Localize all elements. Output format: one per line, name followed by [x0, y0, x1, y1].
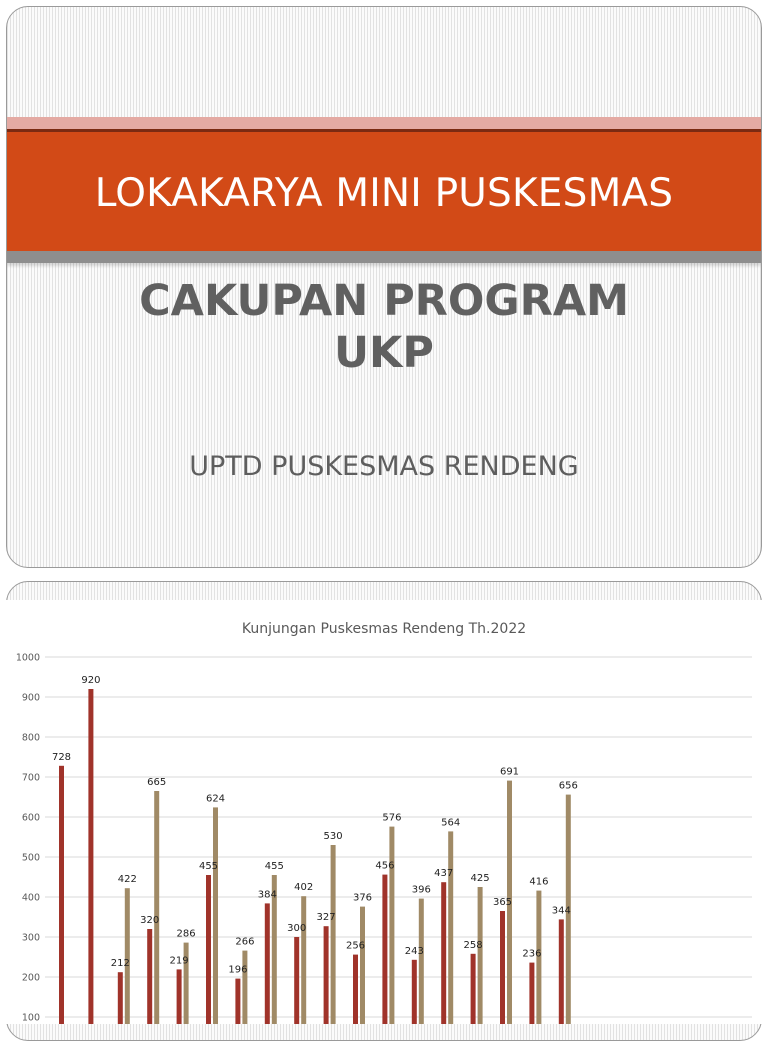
data-label: 665: [147, 777, 166, 788]
chart-panel: Kunjungan Puskesmas Rendeng Th.2022 100 2…: [2, 600, 766, 1024]
y-tick-label: 600: [22, 813, 40, 824]
bar: [411, 959, 417, 1024]
bar: [147, 929, 153, 1024]
bar: [176, 969, 182, 1024]
bar: [418, 898, 424, 1024]
gridlines: [45, 656, 752, 1018]
data-label: 243: [405, 946, 424, 957]
data-label: 691: [500, 767, 519, 778]
bar: [500, 911, 505, 1024]
bar: [124, 888, 130, 1024]
bar: [507, 780, 512, 1024]
bar: [154, 791, 160, 1024]
data-label: 920: [81, 675, 100, 686]
bar: [117, 972, 123, 1024]
data-label: 564: [441, 817, 460, 828]
data-label: 456: [375, 861, 394, 872]
data-label: 437: [434, 868, 453, 879]
data-label: 455: [265, 861, 284, 872]
bar: [301, 896, 307, 1024]
data-label: 256: [346, 941, 365, 952]
y-tick-label: 900: [22, 693, 40, 704]
chart-title: Kunjungan Puskesmas Rendeng Th.2022: [242, 621, 526, 637]
y-tick-label: 200: [22, 973, 40, 984]
y-tick-label: 400: [22, 893, 40, 904]
data-label: 455: [199, 861, 218, 872]
title-band: LOKAKARYA MINI PUSKESMAS: [7, 129, 761, 254]
bar: [360, 906, 365, 1024]
data-label: 236: [522, 949, 541, 960]
bar: [323, 926, 329, 1024]
data-label: 530: [324, 831, 343, 842]
bar: [353, 954, 358, 1024]
data-label: 396: [412, 885, 431, 896]
bar-chart: Kunjungan Puskesmas Rendeng Th.2022 100 2…: [16, 621, 752, 1024]
bar: [183, 942, 189, 1024]
data-label: 344: [552, 905, 571, 916]
bar: [235, 978, 241, 1024]
data-label: 402: [294, 882, 313, 893]
bar: [389, 826, 395, 1024]
data-label: 656: [559, 781, 578, 792]
data-label: 376: [353, 893, 372, 904]
data-label: 300: [287, 923, 306, 934]
slide-title: LOKAKARYA MINI PUSKESMAS: [94, 170, 674, 216]
data-label: 416: [529, 877, 548, 888]
bars: [59, 689, 571, 1024]
data-label: 212: [111, 958, 130, 969]
data-label: 286: [177, 929, 196, 940]
data-label: 258: [464, 940, 483, 951]
y-tick-label: 1000: [16, 653, 40, 664]
data-label: 728: [52, 752, 71, 763]
data-label: 422: [118, 874, 137, 885]
y-tick-label: 800: [22, 733, 40, 744]
bar: [330, 845, 336, 1024]
title-band-top-stripe: [7, 117, 761, 129]
bar: [448, 831, 454, 1024]
data-label: 196: [228, 965, 247, 976]
title-band-bottom-stripe: [7, 251, 761, 263]
data-label: 320: [140, 915, 159, 926]
data-label: 327: [317, 912, 336, 923]
title-slide: LOKAKARYA MINI PUSKESMAS CAKUPAN PROGRAM…: [6, 6, 762, 568]
data-label: 365: [493, 897, 512, 908]
y-tick-label: 100: [22, 1013, 40, 1024]
bar: [213, 807, 218, 1024]
bar: [529, 962, 535, 1024]
data-label: 624: [206, 793, 225, 804]
bar: [536, 890, 542, 1024]
bar: [271, 875, 277, 1024]
bar: [382, 874, 388, 1024]
data-labels: 728 920 212 422 320 665 219 286 455 624 196 266 384 4…: [52, 675, 578, 976]
bar: [242, 950, 248, 1024]
bar: [470, 953, 476, 1024]
bar: [264, 903, 270, 1024]
data-label: 219: [170, 955, 189, 966]
bar: [59, 765, 64, 1024]
data-label: 425: [471, 873, 490, 884]
y-tick-label: 700: [22, 773, 40, 784]
data-label: 384: [258, 889, 277, 900]
data-label: 576: [382, 813, 401, 824]
y-tick-label: 300: [22, 933, 40, 944]
data-label: 266: [235, 937, 254, 948]
slide-subtitle: CAKUPAN PROGRAM UKP: [139, 276, 629, 378]
bar: [441, 882, 447, 1024]
bar: [206, 875, 211, 1024]
y-tick-label: 500: [22, 853, 40, 864]
slide-organization: UPTD PUSKESMAS RENDENG: [189, 451, 579, 482]
bar: [565, 794, 571, 1024]
bar: [477, 887, 483, 1024]
y-axis-ticks: 100 200 300 400 500 600 700 800 900 1000: [16, 653, 40, 1024]
bar: [294, 937, 300, 1024]
bar: [558, 919, 564, 1024]
bar: [88, 689, 94, 1024]
